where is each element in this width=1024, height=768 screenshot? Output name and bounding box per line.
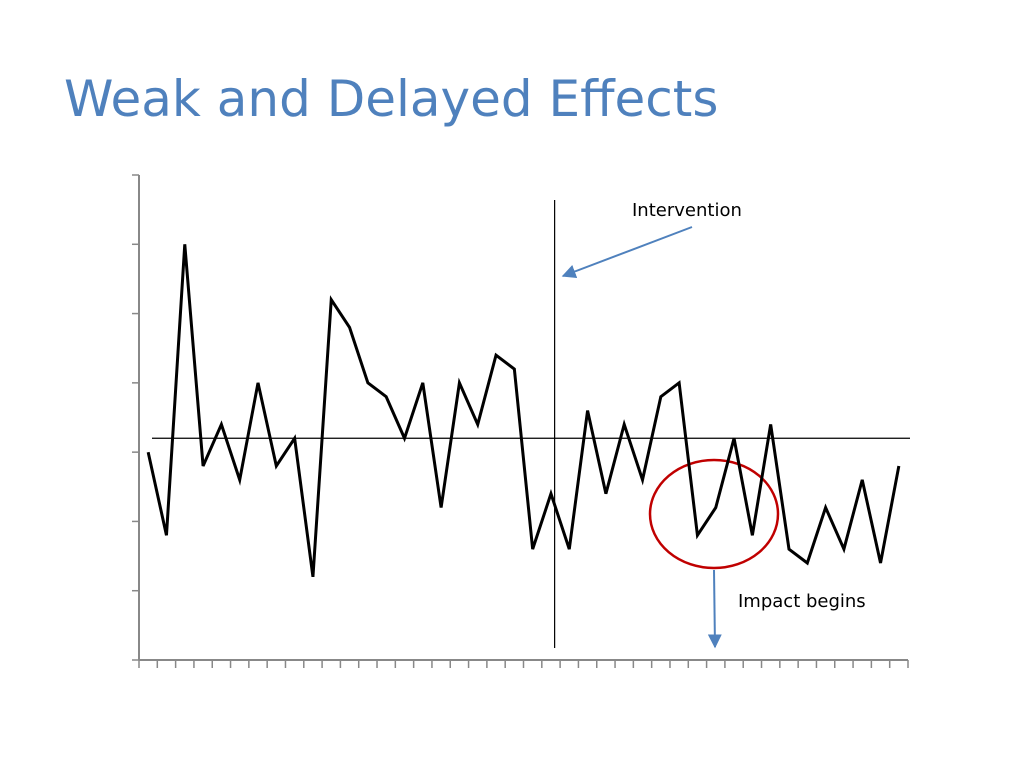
arrow	[707, 569, 722, 649]
annotation: Intervention	[632, 200, 742, 221]
data-line	[146, 244, 901, 578]
slide-title: Weak and Delayed Effects	[64, 70, 718, 128]
arrow	[561, 226, 693, 279]
annotation: Impact begins	[738, 591, 866, 612]
highlight-circle	[648, 458, 780, 570]
